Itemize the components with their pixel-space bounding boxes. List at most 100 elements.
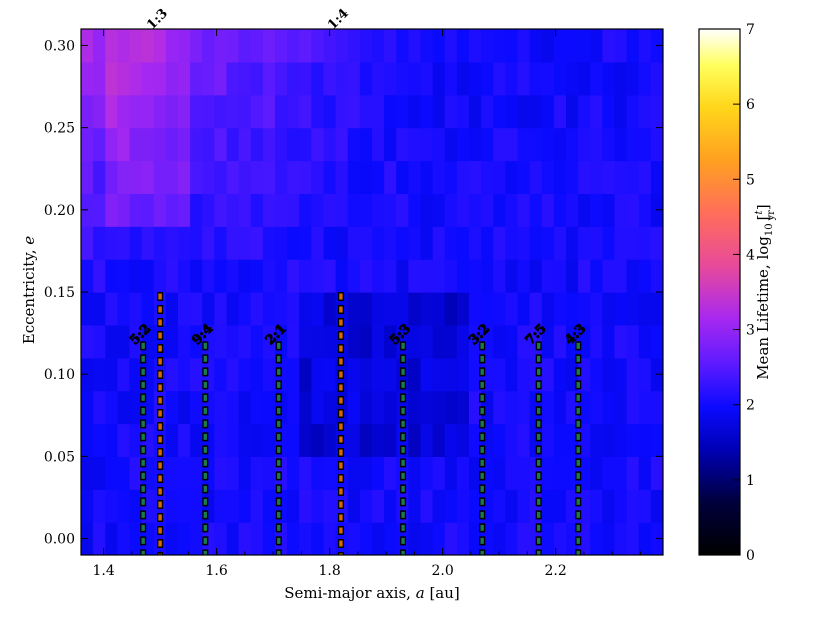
heat-cell [287,29,300,63]
heat-cell [214,259,228,293]
heat-cell [299,324,312,359]
heat-cell [420,160,434,194]
heat-cell [311,94,325,129]
heat-cell [141,292,155,326]
heat-cell [347,226,361,260]
heat-cell [517,226,531,260]
heat-cell [202,94,215,129]
y-tick-label: 0.10 [44,367,75,383]
heat-cell [202,29,215,63]
heat-cell [214,390,228,425]
heat-cell [81,324,94,359]
heat-cell [444,160,458,194]
heat-cell [602,29,616,63]
heat-cell [262,522,276,555]
heat-cell [481,259,494,293]
heat-cell [323,357,337,392]
heat-cell [638,357,652,392]
heat-cell [493,390,506,425]
heat-cell [432,292,446,326]
heat-cell [165,489,179,523]
heat-cell [93,423,106,457]
heat-cell [347,423,361,457]
heat-cell [190,61,203,96]
heat-cell [165,456,179,490]
heat-cell [505,127,519,162]
heat-cell [165,193,179,227]
x-tick-label: 1.6 [205,563,227,579]
heat-cell [117,390,131,425]
heat-cell [396,127,409,162]
heat-cell [578,226,591,260]
heat-cell [505,193,519,227]
heat-cell [141,226,155,260]
heat-cell [590,259,603,293]
heat-cell [408,160,422,194]
heat-cell [165,357,179,392]
heat-cell [117,193,131,227]
heat-cell [359,193,373,227]
heat-cell [420,127,434,162]
heat-cell [129,390,143,425]
heat-cell [590,390,603,425]
heat-cell [481,127,494,162]
heat-cell [141,94,155,129]
heat-cell [190,456,203,490]
heat-cell [529,29,543,63]
heat-cell [432,226,446,260]
heat-cell [299,489,312,523]
heat-cell [650,456,663,490]
heat-cell [420,423,434,457]
heat-cell [359,522,373,555]
heat-cell [93,226,106,260]
heat-cell [214,160,228,194]
x-tick-label: 2.2 [545,563,567,579]
heat-cell [590,456,603,490]
x-axis-ticks: 1.4 1.6 1.8 2.0 2.2 [92,29,641,579]
heat-cell [553,29,567,63]
heat-cell [214,292,228,326]
heat-cell [517,259,531,293]
heat-cell [287,390,300,425]
heat-cell [517,390,531,425]
heat-cell [372,29,385,63]
heat-cell [614,522,628,555]
heat-cell [359,226,373,260]
heat-cell [81,390,94,425]
heat-cell [638,423,652,457]
heat-cell [602,423,616,457]
heat-cell [287,292,300,326]
heat-cell [190,160,203,194]
heat-cell [469,29,482,63]
heat-cell [311,61,325,96]
heat-cell [190,259,203,293]
heat-cell [214,456,228,490]
heat-cell [469,127,482,162]
heat-cell [287,456,300,490]
heat-cell [299,94,312,129]
heat-cell [190,94,203,129]
heat-cell [444,456,458,490]
heat-cell [372,456,385,490]
heat-cell [578,390,591,425]
heat-cell [469,193,482,227]
heat-cell [347,489,361,523]
heat-cell [202,226,215,260]
heat-cell [638,456,652,490]
heat-cell [626,423,640,457]
heat-cell [262,456,276,490]
heat-cell [165,259,179,293]
heat-cell [262,423,276,457]
heat-cell [614,29,628,63]
heat-cell [481,292,494,326]
heat-cell [311,423,325,457]
heat-cell [238,324,252,359]
heat-cell [81,456,94,490]
heat-cell [614,259,628,293]
heat-cell [456,292,470,326]
heat-cell [517,193,531,227]
heat-cell [129,456,143,490]
heat-cell [529,127,543,162]
heat-cell [602,61,616,96]
heat-cell [626,127,640,162]
